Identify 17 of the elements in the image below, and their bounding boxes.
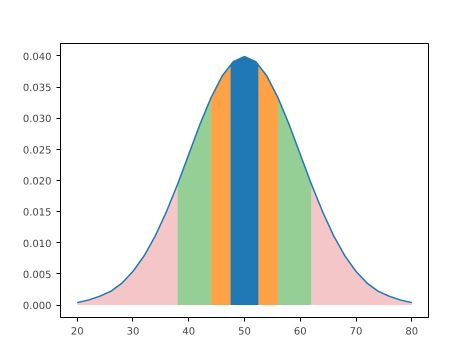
y-tick-label: 0.030: [22, 114, 52, 126]
x-tick-label: 50: [238, 326, 251, 338]
x-tick-label: 30: [126, 326, 140, 338]
line-series: [76, 56, 413, 304]
y-tick-label: 0.020: [22, 176, 52, 188]
x-tick-label: 70: [350, 326, 362, 338]
y-tick-label: 0.035: [22, 83, 52, 94]
y-tick-label: 0.010: [22, 238, 52, 250]
y-tick-label: 0.005: [22, 270, 52, 281]
y-tick-label: 0.015: [22, 208, 52, 219]
x-tick-label: 80: [405, 326, 418, 338]
y-tick-label: 0.000: [22, 301, 52, 312]
x-tick-label: 60: [294, 326, 307, 338]
x-tick-label: 20: [70, 326, 84, 338]
y-tick-label: 0.040: [22, 52, 52, 63]
x-tick-label: 40: [182, 326, 196, 338]
y-tick-label: 0.025: [22, 145, 52, 156]
